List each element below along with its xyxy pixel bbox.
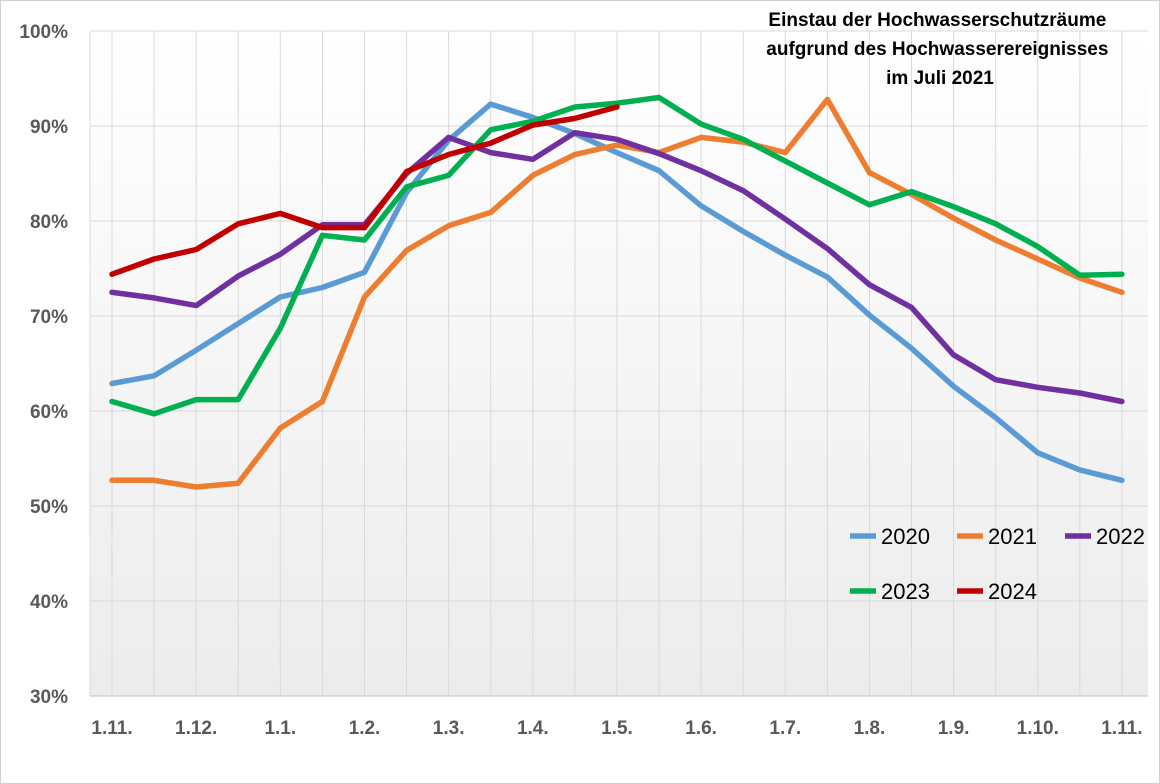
series-layer — [109, 94, 1125, 490]
y-tick-label: 90% — [30, 117, 68, 138]
series-line-2022 — [109, 129, 1125, 405]
series-line-2020 — [109, 101, 1125, 484]
series-line-2021 — [109, 96, 1125, 490]
series-line-2023 — [109, 94, 1125, 417]
legend-label-2020: 2020 — [881, 524, 930, 549]
legend-label-2022: 2022 — [1096, 524, 1145, 549]
chart-title: Einstau der Hochwasserschutzräume aufgru… — [766, 10, 1113, 89]
x-tick-label: 1.10. — [1017, 718, 1059, 739]
chart-title-line-3: im Juli 2021 — [886, 68, 994, 89]
x-tick-label: 1.11. — [91, 718, 132, 739]
y-tick-label: 100% — [19, 22, 68, 43]
y-tick-label: 70% — [30, 307, 68, 328]
y-tick-label: 60% — [30, 402, 68, 423]
legend-label-2024: 2024 — [988, 579, 1037, 604]
x-tick-label: 1.4. — [517, 718, 549, 739]
x-tick-label: 1.8. — [854, 718, 886, 739]
x-tick-label: 1.12. — [175, 718, 217, 739]
legend: 2020 2021 2022 2023 2024 — [850, 524, 1145, 604]
legend-label-2021: 2021 — [988, 524, 1037, 549]
x-tick-label: 1.3. — [433, 718, 465, 739]
series-line-2024 — [109, 104, 620, 277]
x-tick-label: 1.2. — [349, 718, 381, 739]
y-tick-label: 50% — [30, 497, 68, 518]
x-tick-label: 1.6. — [685, 718, 717, 739]
y-tick-label: 80% — [30, 212, 68, 233]
axis-labels: 30% 40% 50% 60% 70% 80% 90% 100% 1.11. 1.12. 1.1. 1… — [19, 22, 1142, 739]
x-tick-label: 1.9. — [938, 718, 970, 739]
chart-title-line-1: Einstau der Hochwasserschutzräume — [768, 10, 1106, 31]
legend-label-2023: 2023 — [881, 579, 930, 604]
x-tick-label: 1.5. — [601, 718, 633, 739]
y-tick-label: 30% — [30, 687, 68, 708]
x-tick-label: 1.7. — [769, 718, 801, 739]
y-tick-label: 40% — [30, 592, 68, 613]
chart-title-line-2: aufgrund des Hochwasserereignisses — [766, 39, 1108, 60]
x-tick-label: 1.11. — [1101, 718, 1142, 739]
x-tick-label: 1.1. — [264, 718, 296, 739]
